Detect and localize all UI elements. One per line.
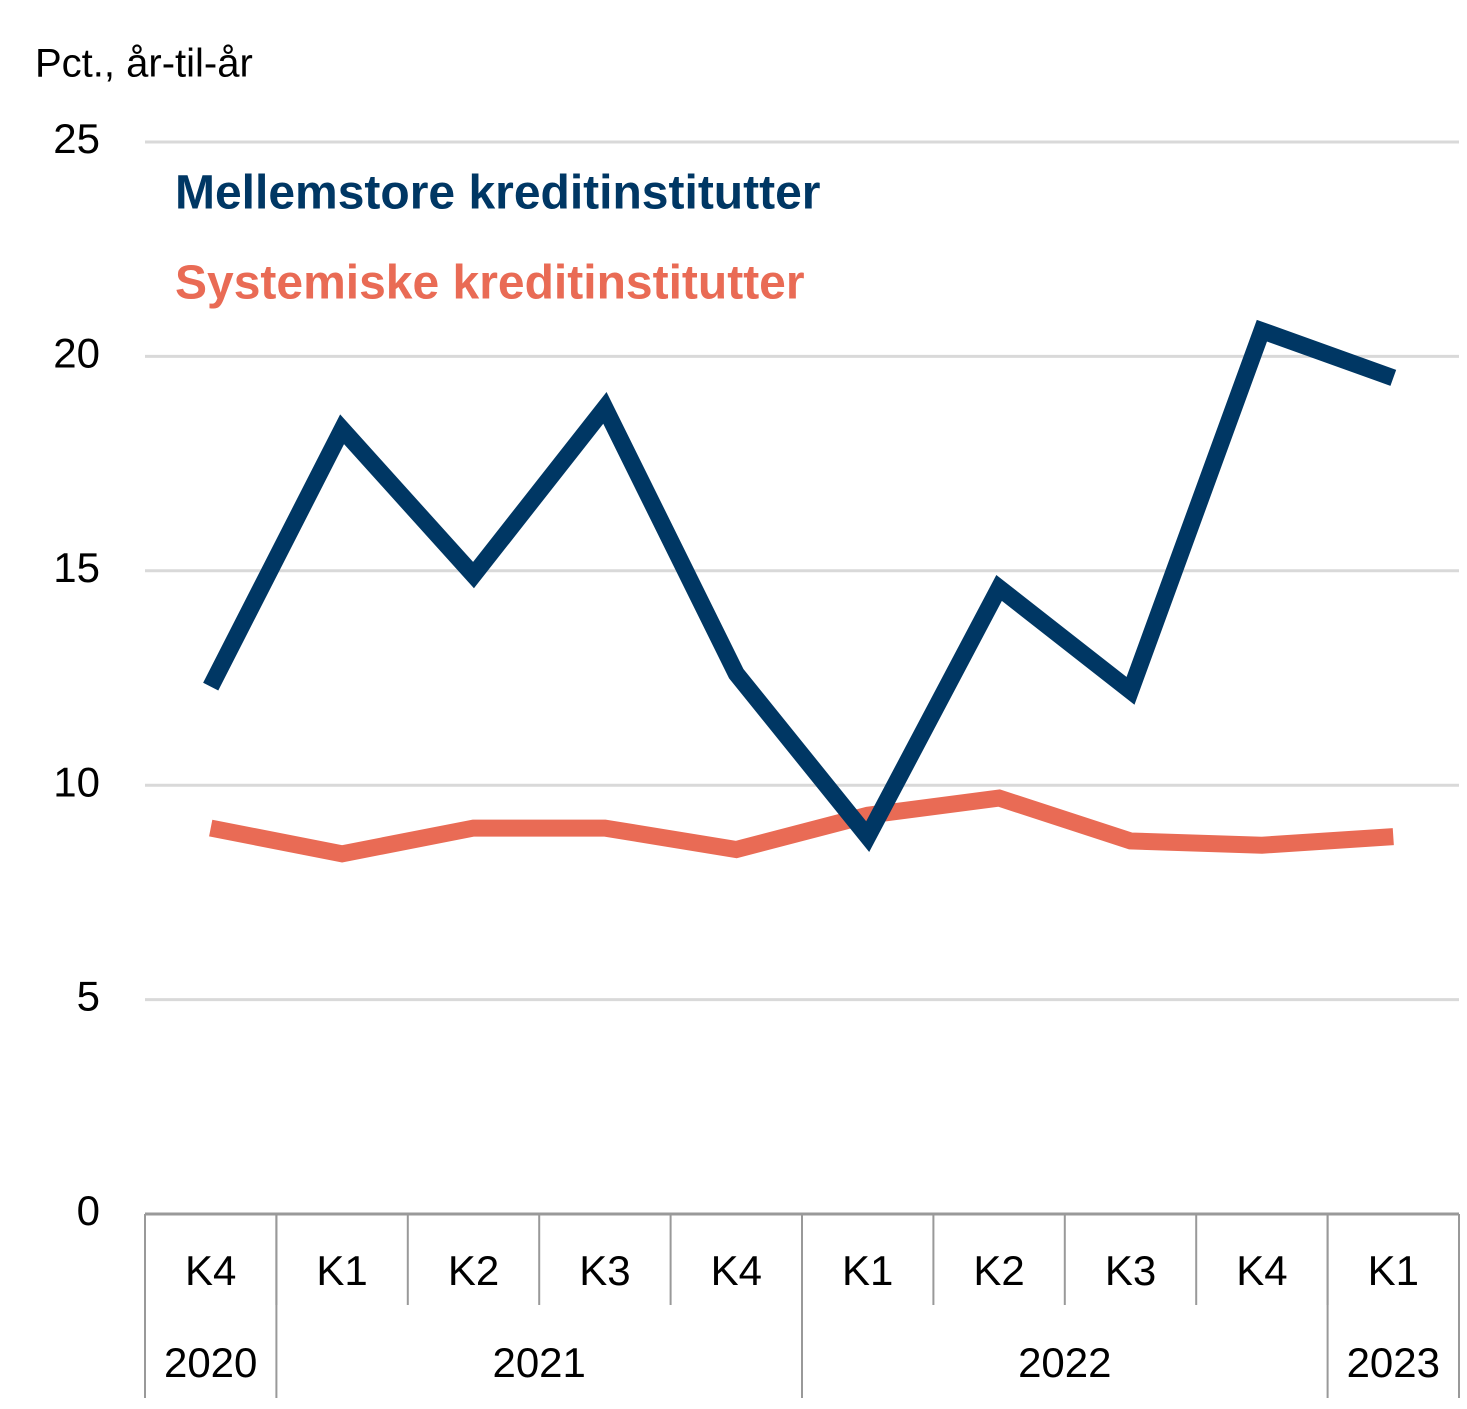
y-tick-label: 20: [53, 329, 100, 376]
y-axis-label: Pct., år-til-år: [35, 42, 253, 86]
legend-label: Systemiske kreditinstitutter: [175, 257, 805, 310]
y-tick-label: 5: [77, 973, 100, 1020]
x-tick-label: K2: [448, 1247, 499, 1294]
y-tick-label: 25: [53, 115, 100, 162]
series-line: [203, 319, 1397, 853]
x-tick-label: K1: [1368, 1247, 1419, 1294]
y-tick-label: 0: [77, 1187, 100, 1234]
x-tick-label: K4: [185, 1247, 236, 1294]
series-line: [209, 789, 1394, 863]
x-group-label: 2021: [492, 1339, 585, 1386]
x-tick-label: K1: [316, 1247, 367, 1294]
x-group-label: 2020: [164, 1339, 257, 1386]
x-tick-label: K2: [973, 1247, 1024, 1294]
x-tick-label: K3: [1105, 1247, 1156, 1294]
x-tick-label: K4: [711, 1247, 762, 1294]
x-group-label: 2022: [1018, 1339, 1111, 1386]
x-tick-label: K1: [842, 1247, 893, 1294]
legend-label: Mellemstore kreditinstitutter: [175, 167, 820, 220]
y-tick-label: 15: [53, 544, 100, 591]
x-tick-label: K4: [1236, 1247, 1287, 1294]
x-group-label: 2023: [1347, 1339, 1440, 1386]
y-tick-label: 10: [53, 758, 100, 805]
x-tick-label: K3: [579, 1247, 630, 1294]
